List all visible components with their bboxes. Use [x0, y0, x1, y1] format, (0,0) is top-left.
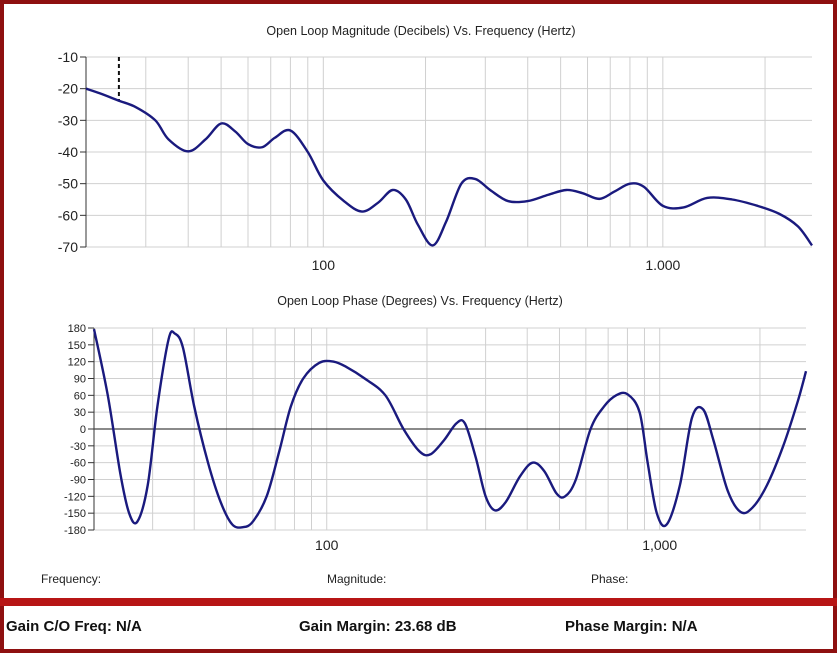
window-border-bottom	[0, 649, 837, 653]
y-tick-label: -60	[70, 458, 86, 470]
gain-margin: Gain Margin: 23.68 dB	[299, 618, 457, 635]
y-tick-label: -30	[58, 112, 78, 128]
y-tick-label: -180	[64, 525, 86, 537]
y-tick-label: 150	[68, 340, 86, 352]
x-tick-label: 100	[312, 257, 336, 270]
magnitude-chart-title: Open Loop Magnitude (Decibels) Vs. Frequ…	[266, 24, 575, 38]
phase-chart-title: Open Loop Phase (Degrees) Vs. Frequency …	[277, 294, 563, 308]
x-tick-label: 1,000	[642, 537, 677, 553]
y-tick-label: -10	[58, 49, 78, 65]
phase-y-ticks: 180 150 120 90 60 30 0 -30 -60 -90 -120 -150 -180	[64, 323, 94, 537]
status-bar: Gain C/O Freq: N/A Gain Margin: 23.68 dB…	[4, 606, 833, 649]
phase-series-line	[92, 328, 808, 529]
y-tick-label: -90	[70, 475, 86, 487]
magnitude-readout-label: Magnitude:	[327, 572, 387, 586]
phase-chart[interactable]: Open Loop Phase (Degrees) Vs. Frequency …	[0, 280, 837, 580]
magnitude-x-ticks: 100 1,000	[312, 257, 681, 270]
phase-readout-label: Phase:	[591, 572, 629, 586]
window-border-left	[0, 0, 4, 653]
y-tick-label: -50	[58, 176, 78, 192]
y-tick-label: 60	[74, 390, 86, 402]
y-tick-label: 30	[74, 407, 86, 419]
y-tick-label: -40	[58, 144, 78, 160]
y-tick-label: -20	[58, 81, 78, 97]
window-border-top	[0, 0, 837, 4]
y-tick-label: 0	[80, 424, 86, 436]
y-tick-label: 90	[74, 374, 86, 386]
y-tick-label: 120	[68, 357, 86, 369]
magnitude-y-ticks: -10 -20 -30 -40 -50 -60 -70	[58, 49, 86, 255]
magnitude-series-line	[85, 87, 813, 247]
frequency-readout-label: Frequency:	[41, 572, 102, 586]
y-tick-label: 180	[68, 323, 86, 335]
y-tick-label: -70	[58, 239, 78, 255]
x-tick-label: 1,000	[645, 257, 680, 270]
gain-crossover-frequency: Gain C/O Freq: N/A	[6, 618, 142, 635]
x-tick-label: 100	[315, 537, 339, 553]
y-tick-label: -60	[58, 207, 78, 223]
status-separator	[0, 598, 837, 606]
y-tick-label: -30	[70, 441, 86, 453]
y-tick-label: -120	[64, 491, 86, 503]
phase-x-ticks: 100 1,000	[315, 537, 677, 553]
magnitude-chart[interactable]: Open Loop Magnitude (Decibels) Vs. Frequ…	[0, 0, 837, 270]
window-border-right	[833, 0, 837, 653]
magnitude-grid	[85, 56, 812, 248]
phase-margin: Phase Margin: N/A	[565, 618, 698, 635]
y-tick-label: -150	[64, 508, 86, 520]
